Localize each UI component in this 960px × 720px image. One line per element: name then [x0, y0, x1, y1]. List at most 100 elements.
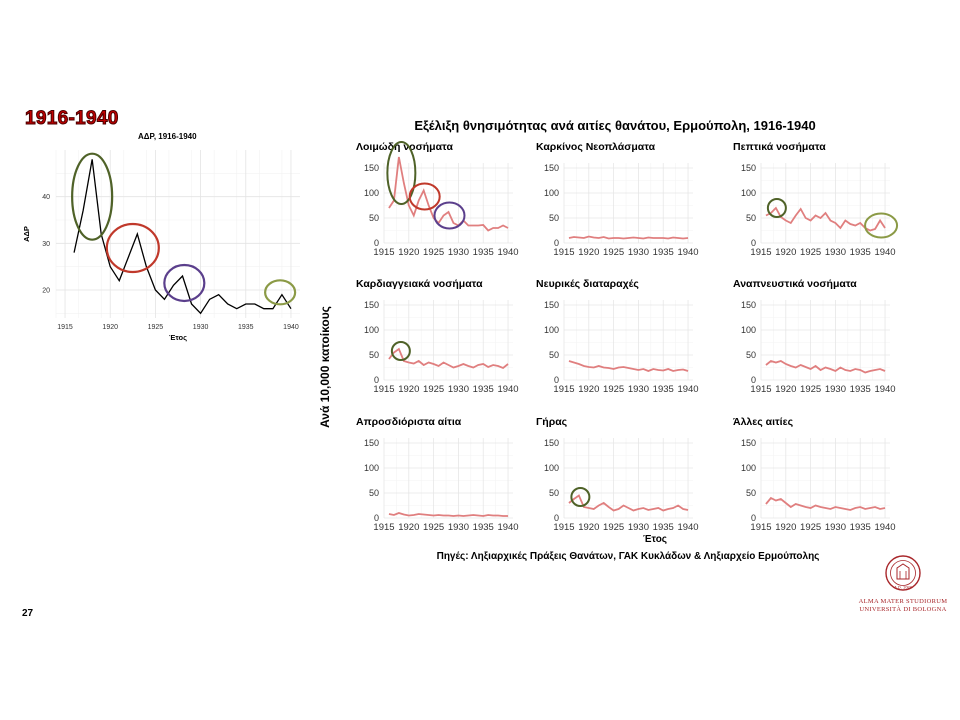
x-tick-label: 1920 [398, 247, 419, 258]
y-tick-label: 50 [549, 213, 559, 223]
x-tick-label: 1925 [423, 522, 444, 533]
panel-background [384, 438, 513, 518]
panel-series-line [765, 496, 886, 511]
facet-panel: Αναπνευστικά νοσήματα 1915 1920 1925 1930 193… [733, 278, 896, 395]
y-tick-label: 150 [364, 438, 379, 448]
panel-series-line [765, 360, 886, 374]
panel-series-line [388, 156, 509, 232]
source-note: Πηγές: Ληξιαρχικές Πράξεις Θανάτων, ΓΑΚ … [437, 551, 820, 562]
y-tick-label: 50 [549, 488, 559, 498]
y-tick-label: 50 [746, 350, 756, 360]
x-tick-label: 1940 [497, 247, 518, 258]
x-tick-label: 1930 [628, 384, 649, 395]
y-tick-label: 150 [741, 300, 756, 310]
facet-panel: Λοιμώδη νοσήματα 1915 1920 1925 1930 1935 1940… [356, 141, 519, 258]
y-tick-label: 100 [544, 188, 559, 198]
x-tick-label: 1940 [497, 522, 518, 533]
panel-title: Γήρας [536, 416, 568, 428]
highlight-circle [105, 222, 160, 274]
x-tick-label: 1930 [448, 522, 469, 533]
page-number: 27 [22, 608, 34, 619]
adr-series-line [73, 159, 292, 315]
y-tick-label: 0 [751, 375, 756, 385]
x-axis-label: Έτος [169, 333, 187, 342]
y-tick-label: 100 [544, 325, 559, 335]
y-tick-label: 50 [369, 213, 379, 223]
facet-panel: Καρδιαγγειακά νοσήματα 1915 1920 1925 1930 19… [356, 278, 519, 395]
highlight-circle [864, 212, 899, 239]
facet-panel: Άλλες αιτίες 1915 1920 1925 1930 1935 1940 0 50 1… [733, 416, 896, 533]
x-tick-label: 1920 [398, 522, 419, 533]
x-tick-label: 1940 [874, 522, 895, 533]
logo-line-2: UNIVERSITÀ DI BOLOGNA [859, 606, 947, 613]
y-tick-label: 40 [42, 194, 50, 201]
university-seal-icon: A.D. 1088 [885, 555, 921, 591]
y-tick-label: 150 [364, 163, 379, 173]
x-tick-label: 1930 [448, 384, 469, 395]
x-tick-label: 1920 [775, 522, 796, 533]
x-tick-label: 1930 [448, 247, 469, 258]
x-tick-label: 1935 [473, 384, 494, 395]
adr-line-chart: 1915 1920 1925 1930 1935 1940 20 30 40 ΑΔΡ, 1916-… [20, 128, 310, 358]
y-axis-label: Ανά 10,000 κατοίκους [318, 306, 332, 428]
x-tick-label: 1920 [102, 324, 118, 331]
y-tick-label: 50 [549, 350, 559, 360]
y-tick-label: 0 [374, 513, 379, 523]
x-tick-label: 1935 [850, 384, 871, 395]
y-tick-label: 0 [751, 238, 756, 248]
highlight-circle [71, 152, 114, 241]
x-tick-label: 1935 [473, 247, 494, 258]
panel-title: Καρδιαγγειακά νοσήματα [356, 278, 483, 290]
y-tick-label: 0 [374, 238, 379, 248]
x-tick-label: 1915 [57, 324, 73, 331]
x-tick-label: 1915 [750, 384, 771, 395]
panel-series-line [388, 347, 509, 370]
highlight-circle [163, 263, 206, 303]
x-tick-label: 1925 [800, 522, 821, 533]
panel-title: Απροσδιόριστα αίτια [356, 416, 462, 428]
x-tick-label: 1925 [148, 324, 164, 331]
y-tick-label: 100 [364, 463, 379, 473]
logo-line-1: ALMA MATER STUDIORUM [858, 598, 948, 605]
x-tick-label: 1925 [800, 247, 821, 258]
y-tick-label: 50 [746, 488, 756, 498]
panel-series-line [568, 494, 689, 512]
y-tick-label: 150 [741, 163, 756, 173]
y-tick-label: 150 [741, 438, 756, 448]
highlight-circle [408, 182, 441, 211]
x-tick-label: 1930 [628, 522, 649, 533]
x-tick-label: 1920 [775, 384, 796, 395]
x-tick-label: 1940 [874, 247, 895, 258]
x-tick-label: 1935 [653, 522, 674, 533]
y-tick-label: 50 [369, 350, 379, 360]
university-logo: A.D. 1088 ALMA MATER STUDIORUM UNIVERSIT… [853, 553, 953, 614]
highlight-circle [386, 141, 417, 205]
x-tick-label: 1920 [578, 247, 599, 258]
x-tick-label: 1920 [398, 384, 419, 395]
x-tick-label: 1930 [825, 247, 846, 258]
y-tick-label: 0 [374, 375, 379, 385]
panel-title: Αναπνευστικά νοσήματα [733, 278, 857, 290]
x-tick-label: 1930 [628, 247, 649, 258]
x-tick-label: 1925 [603, 522, 624, 533]
x-tick-label: 1915 [750, 522, 771, 533]
x-tick-label: 1930 [825, 522, 846, 533]
x-tick-label: 1935 [850, 522, 871, 533]
y-tick-label: 150 [544, 300, 559, 310]
y-tick-label: 0 [554, 513, 559, 523]
y-tick-label: 100 [364, 325, 379, 335]
x-tick-label: 1940 [677, 247, 698, 258]
y-tick-label: 100 [741, 463, 756, 473]
y-axis-label: ΑΔΡ [22, 226, 31, 242]
x-tick-label: 1915 [553, 247, 574, 258]
panel-series-line [388, 512, 509, 517]
facet-panel: Καρκίνος Νεοπλάσματα 1915 1920 1925 1930 1935… [536, 141, 699, 258]
highlight-circle [433, 201, 466, 230]
x-tick-label: 1925 [423, 247, 444, 258]
panel-background [761, 438, 890, 518]
x-tick-label: 1925 [800, 384, 821, 395]
y-tick-label: 100 [364, 188, 379, 198]
mortality-causes-figure: Εξέλιξη θνησιμότητας ανά αιτίες θανάτου,… [315, 112, 905, 572]
panel-series-line [568, 360, 689, 372]
